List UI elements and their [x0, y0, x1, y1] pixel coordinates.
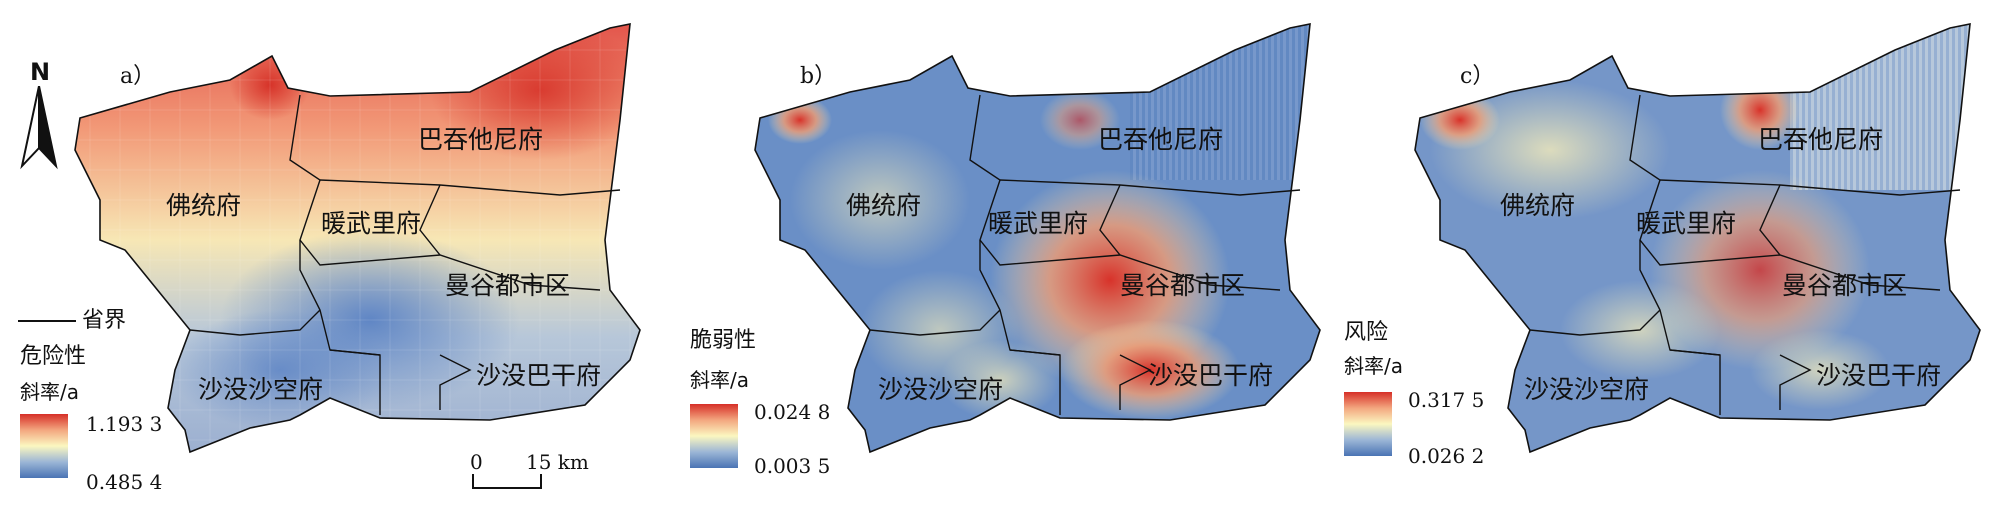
legend-max-a: 1.193 3	[86, 412, 163, 436]
scale-bar-line	[472, 474, 542, 489]
region-label-c-fotong: 佛统府	[1500, 191, 1576, 220]
panel-b: b） 佛统府 巴吞他尼府 暖武里府 曼谷都市区 沙没沙空府 沙没巴干府 脆弱性 …	[680, 0, 1340, 508]
legend-title-a: 危险性	[20, 344, 87, 369]
panel-a: N a） 佛统府 巴吞他尼府 暖武里府 曼谷都市区 沙没沙空府 沙没巴干府 省界…	[0, 0, 660, 508]
legend-min-a: 0.485 4	[86, 470, 163, 494]
legend-bar-b	[690, 404, 738, 468]
legend-min-b: 0.003 5	[754, 454, 831, 478]
legend-min-c: 0.026 2	[1408, 444, 1485, 468]
scale-start: 0	[470, 450, 483, 474]
region-label-b-bangkok: 曼谷都市区	[1120, 271, 1246, 300]
legend-unit-a: 斜率/a	[20, 380, 79, 404]
boundary-legend-label: 省界	[82, 308, 127, 333]
legend-max-c: 0.317 5	[1408, 388, 1485, 412]
legend-unit-c: 斜率/a	[1344, 354, 1403, 378]
legend-unit-b: 斜率/a	[690, 368, 749, 392]
region-label-a-nuanwu: 暖武里府	[321, 209, 422, 238]
panel-c: c） 佛统府 巴吞他尼府 暖武里府 曼谷都市区 沙没沙空府 沙没巴干府 风险 斜…	[1340, 0, 2008, 508]
boundary-legend: 省界	[18, 302, 126, 334]
region-label-a-bathum: 巴吞他尼府	[418, 125, 544, 154]
region-label-b-bathum: 巴吞他尼府	[1098, 125, 1224, 154]
north-label: N	[30, 58, 51, 86]
region-label-b-nuanwu: 暖武里府	[988, 209, 1089, 238]
legend-title-c: 风险	[1344, 320, 1389, 345]
panel-label-c: c）	[1460, 64, 1495, 89]
north-arrow-icon	[20, 86, 58, 170]
scale-end: 15 km	[526, 450, 589, 474]
region-label-a-shameiba: 沙没巴干府	[476, 361, 602, 390]
map-c	[1414, 23, 1981, 454]
map-a	[74, 23, 641, 454]
scale-bar: 0 15 km	[470, 450, 620, 490]
region-label-b-fotong: 佛统府	[846, 191, 922, 220]
region-label-b-shameisha: 沙没沙空府	[878, 375, 1004, 404]
region-label-b-shameiba: 沙没巴干府	[1148, 361, 1274, 390]
legend-max-b: 0.024 8	[754, 400, 831, 424]
region-label-a-bangkok: 曼谷都市区	[445, 271, 571, 300]
region-label-c-bangkok: 曼谷都市区	[1782, 271, 1908, 300]
region-label-c-shameisha: 沙没沙空府	[1524, 375, 1650, 404]
legend-bar-a	[20, 414, 68, 478]
region-label-c-shameiba: 沙没巴干府	[1816, 361, 1942, 390]
panel-label-a: a）	[120, 64, 156, 89]
region-label-a-fotong: 佛统府	[166, 191, 242, 220]
map-b	[754, 23, 1321, 454]
region-label-a-shameisha: 沙没沙空府	[198, 375, 324, 404]
region-label-c-bathum: 巴吞他尼府	[1758, 125, 1884, 154]
boundary-legend-line	[18, 320, 76, 322]
legend-bar-c	[1344, 392, 1392, 456]
region-label-c-nuanwu: 暖武里府	[1636, 209, 1737, 238]
north-arrow: N	[14, 58, 64, 170]
panel-label-b: b）	[800, 64, 837, 89]
legend-title-b: 脆弱性	[690, 328, 757, 353]
